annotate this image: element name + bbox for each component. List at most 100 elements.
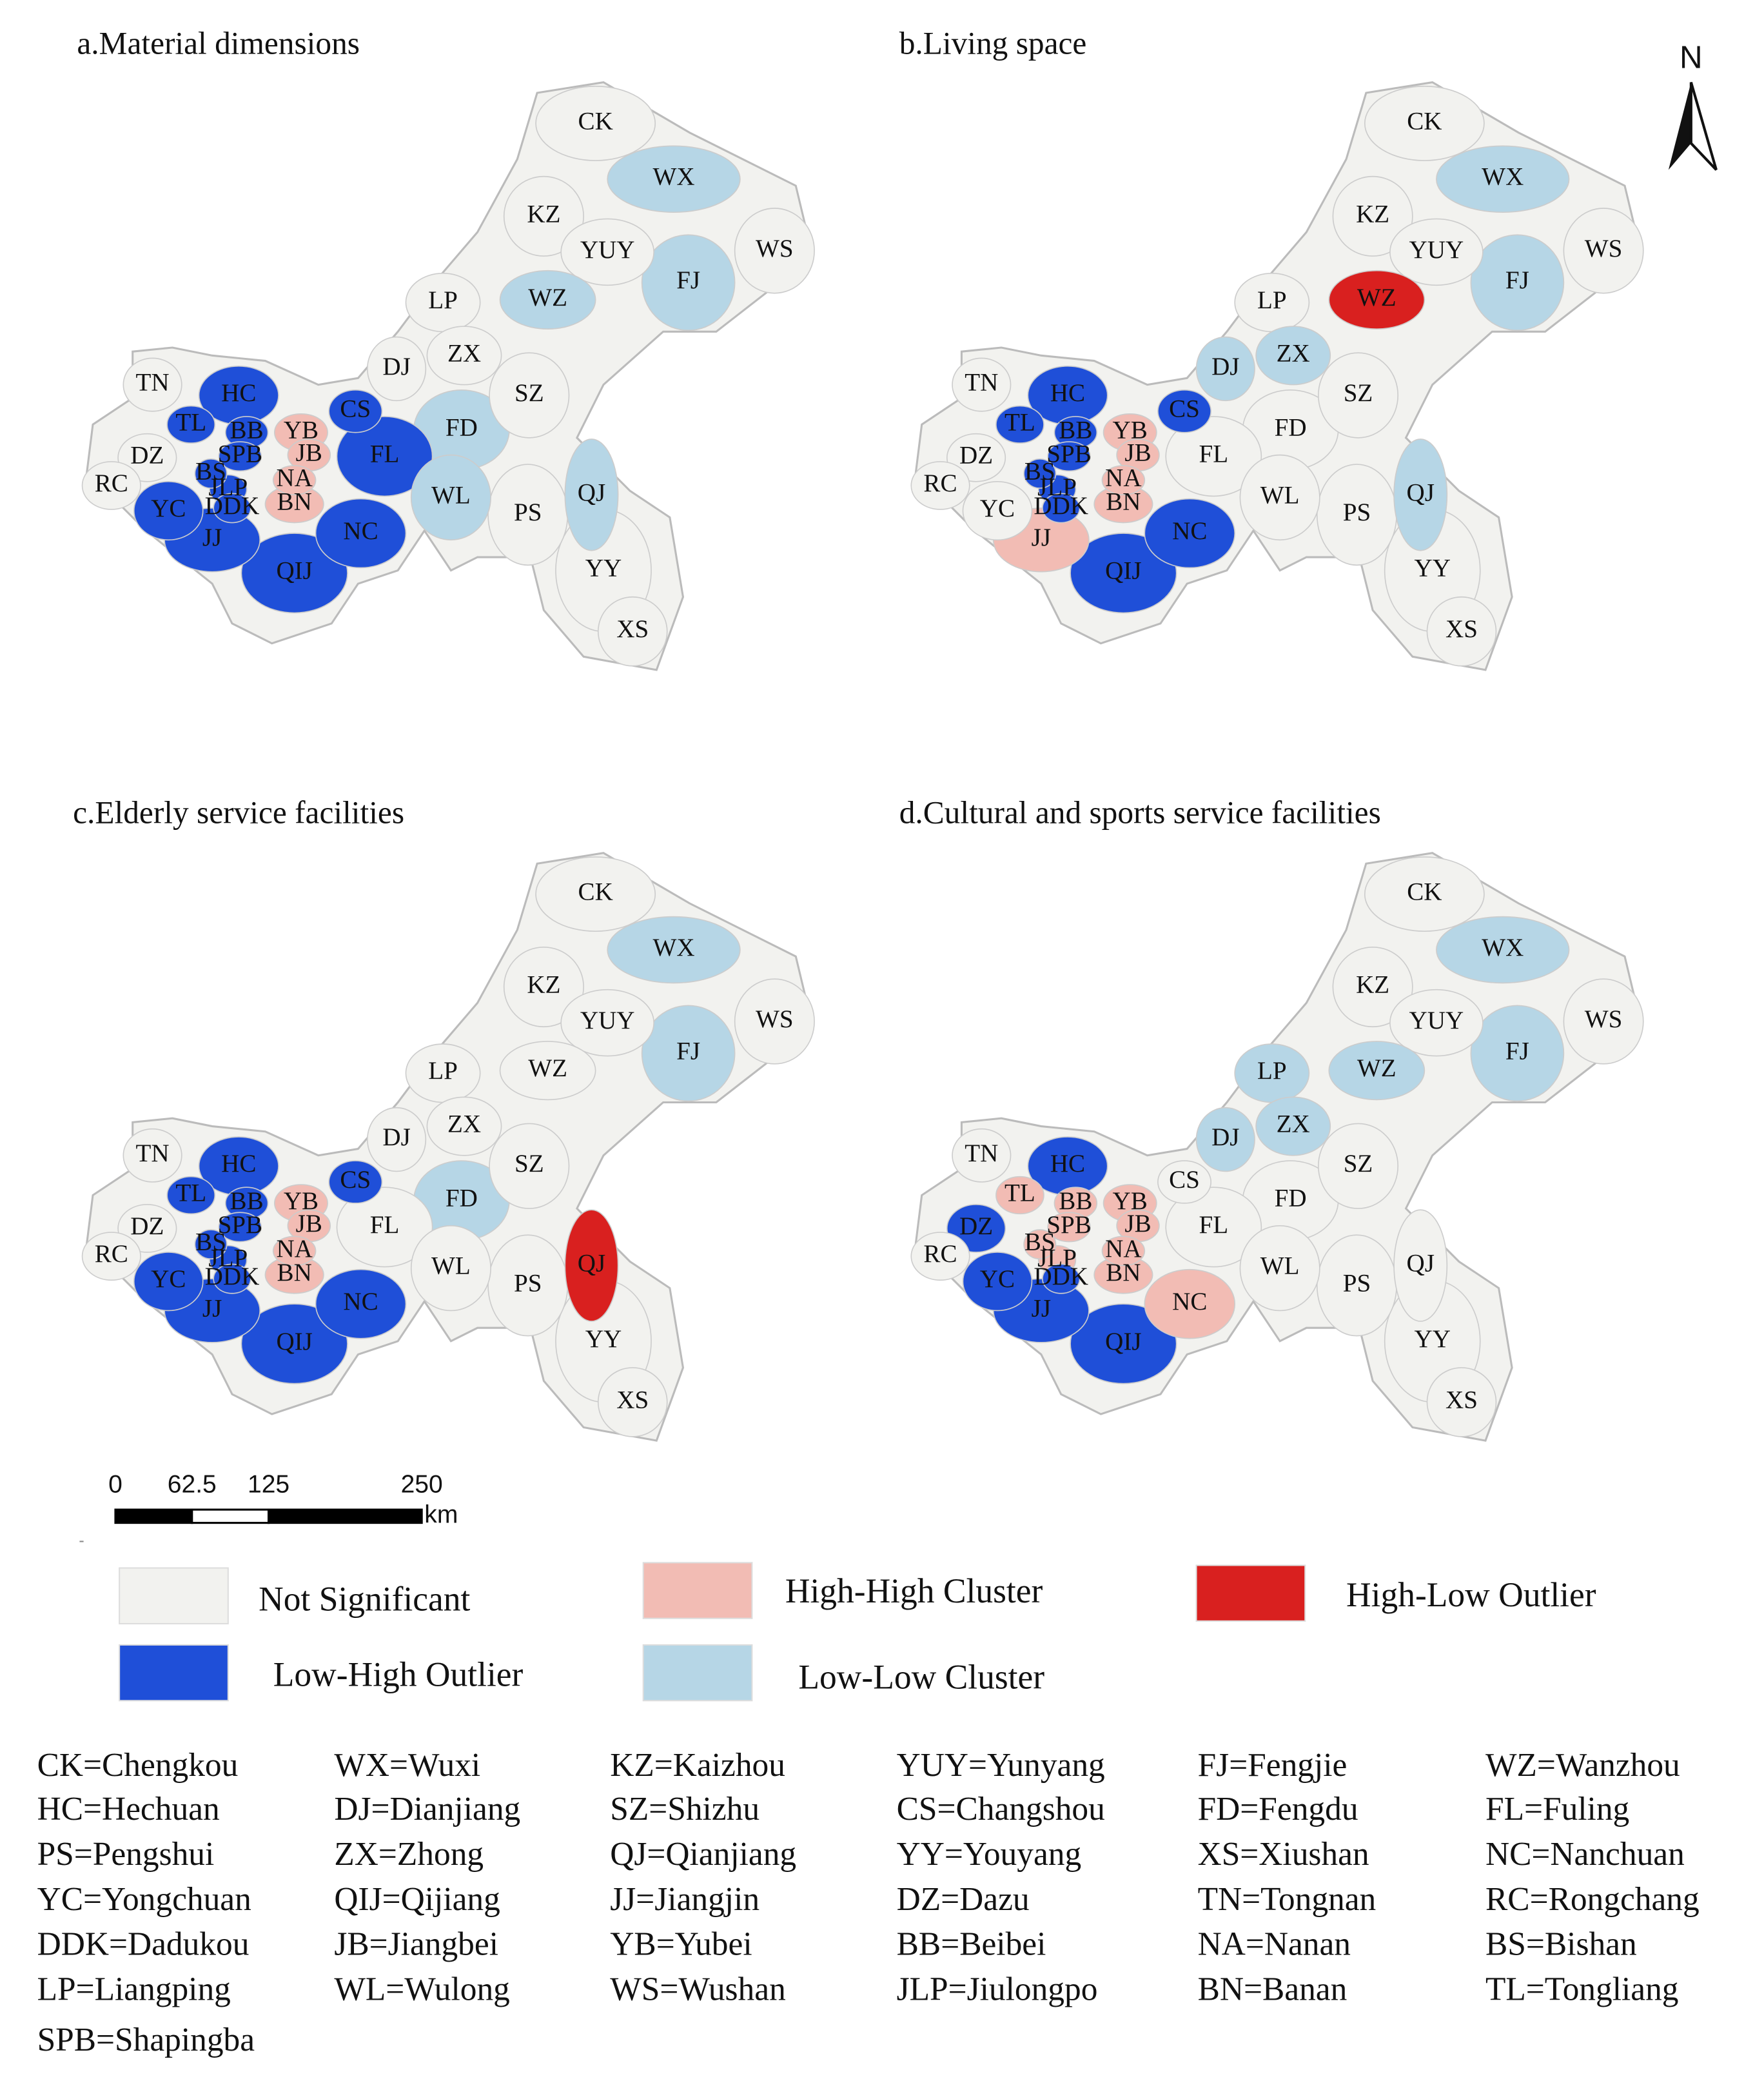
abbreviation: YY=Youyang [897, 1836, 1082, 1873]
district [1389, 989, 1484, 1057]
district-label: BS [195, 1228, 226, 1256]
abbreviation: SPB=Shapingba [37, 2022, 255, 2058]
north-arrow [1689, 82, 1718, 171]
scale-segment [191, 1508, 270, 1524]
district-label: BN [277, 488, 312, 516]
abbreviation: YC=Yongchuan [37, 1881, 251, 1918]
district-label: LP [428, 286, 458, 314]
north-arrow [1668, 82, 1691, 170]
district-label: NC [343, 1288, 378, 1315]
abbreviation: JB=Jiangbei [334, 1926, 498, 1963]
legend-label: High-Low Outlier [1346, 1575, 1596, 1614]
district-label: HC [221, 379, 256, 407]
district-label: CK [578, 107, 613, 135]
district [194, 1229, 228, 1260]
district-label: FJ [676, 266, 700, 294]
district [734, 978, 815, 1065]
district-label: FJ [1505, 266, 1529, 294]
district-label: YUY [1409, 236, 1464, 264]
district-label: HC [1050, 379, 1085, 407]
district-label: WZ [528, 1054, 567, 1082]
district [133, 1252, 204, 1312]
district-label: BB [1059, 1187, 1092, 1215]
district-label: HC [221, 1150, 256, 1177]
district-label: QJ [578, 478, 605, 506]
abbreviation: NA=Nanan [1198, 1926, 1351, 1963]
district-label: NA [1105, 1235, 1141, 1263]
district-label: TN [136, 1139, 170, 1167]
district [962, 1252, 1033, 1312]
abbreviation: ZX=Zhong [334, 1836, 484, 1873]
district [962, 480, 1033, 541]
scale-label: 62.5 [168, 1470, 217, 1498]
district [641, 1005, 736, 1102]
district [1165, 1187, 1262, 1268]
scale-label: 250 [401, 1470, 443, 1498]
district [1328, 270, 1426, 330]
district [535, 85, 656, 161]
district-label: SZ [1344, 1150, 1373, 1177]
district [122, 357, 182, 412]
district-label: FD [1275, 414, 1307, 442]
scale-segment [268, 1508, 423, 1524]
district-label: PS [1343, 1269, 1371, 1297]
district [560, 218, 654, 286]
district-label: BN [1106, 1259, 1141, 1286]
district [133, 480, 204, 541]
legend-label: Low-High Outlier [273, 1655, 524, 1694]
district [81, 461, 141, 510]
district-label: YY [585, 555, 622, 582]
district-label: ZX [1277, 1110, 1310, 1138]
abbreviation: YB=Yubei [610, 1926, 752, 1963]
abbreviation: HC=Hechuan [37, 1791, 220, 1827]
district [218, 441, 262, 472]
legend-swatch [1195, 1564, 1306, 1622]
abbreviation: FD=Fengdu [1198, 1791, 1358, 1827]
abbreviation: FL=Fuling [1485, 1791, 1629, 1827]
panel-title: a.Material dimensions [77, 25, 360, 61]
district-label: LP [1257, 1057, 1287, 1085]
district-label: DDK [1034, 492, 1088, 520]
district-label: WZ [1357, 284, 1396, 311]
legend-label: High-High Cluster [785, 1571, 1043, 1610]
district-label: PS [1343, 498, 1371, 526]
district-label: SZ [514, 1150, 544, 1177]
district-label: YB [1113, 1187, 1148, 1215]
district [81, 1232, 141, 1281]
district-label: WX [1482, 163, 1524, 191]
district [410, 1225, 491, 1312]
district-label: BN [277, 1259, 312, 1286]
district-label: DJ [382, 1123, 410, 1151]
abbreviation: NC=Nanchuan [1485, 1836, 1685, 1873]
abbreviation: LP=Liangping [37, 1971, 231, 2008]
district-label: YUY [580, 236, 635, 264]
district [1157, 389, 1211, 433]
district [1563, 978, 1644, 1065]
district-label: ZX [447, 339, 481, 367]
district-label: JLP [208, 1244, 248, 1272]
district-label: TL [175, 1179, 206, 1207]
district-label: JJ [202, 524, 222, 551]
district [1332, 175, 1413, 257]
district [1255, 326, 1331, 386]
district [1047, 441, 1091, 472]
district [218, 1212, 262, 1243]
district-label: WL [1260, 481, 1300, 509]
district [1470, 1005, 1565, 1102]
district-label: JB [1124, 1210, 1151, 1237]
district [336, 416, 433, 497]
district-label: BB [230, 417, 264, 444]
district-label: RC [95, 1240, 128, 1268]
district-label: TL [175, 408, 206, 436]
district [166, 405, 216, 444]
district-label: BS [1024, 457, 1055, 485]
district-label: LP [1257, 286, 1287, 314]
abbreviation: YUY=Yunyang [897, 1747, 1105, 1784]
legend-label: Low-Low Cluster [798, 1658, 1044, 1697]
district-label: JB [296, 439, 322, 467]
district-label: WS [1585, 1005, 1623, 1033]
district-label: CS [340, 395, 371, 423]
district-label: JLP [208, 473, 248, 501]
district [995, 405, 1044, 444]
